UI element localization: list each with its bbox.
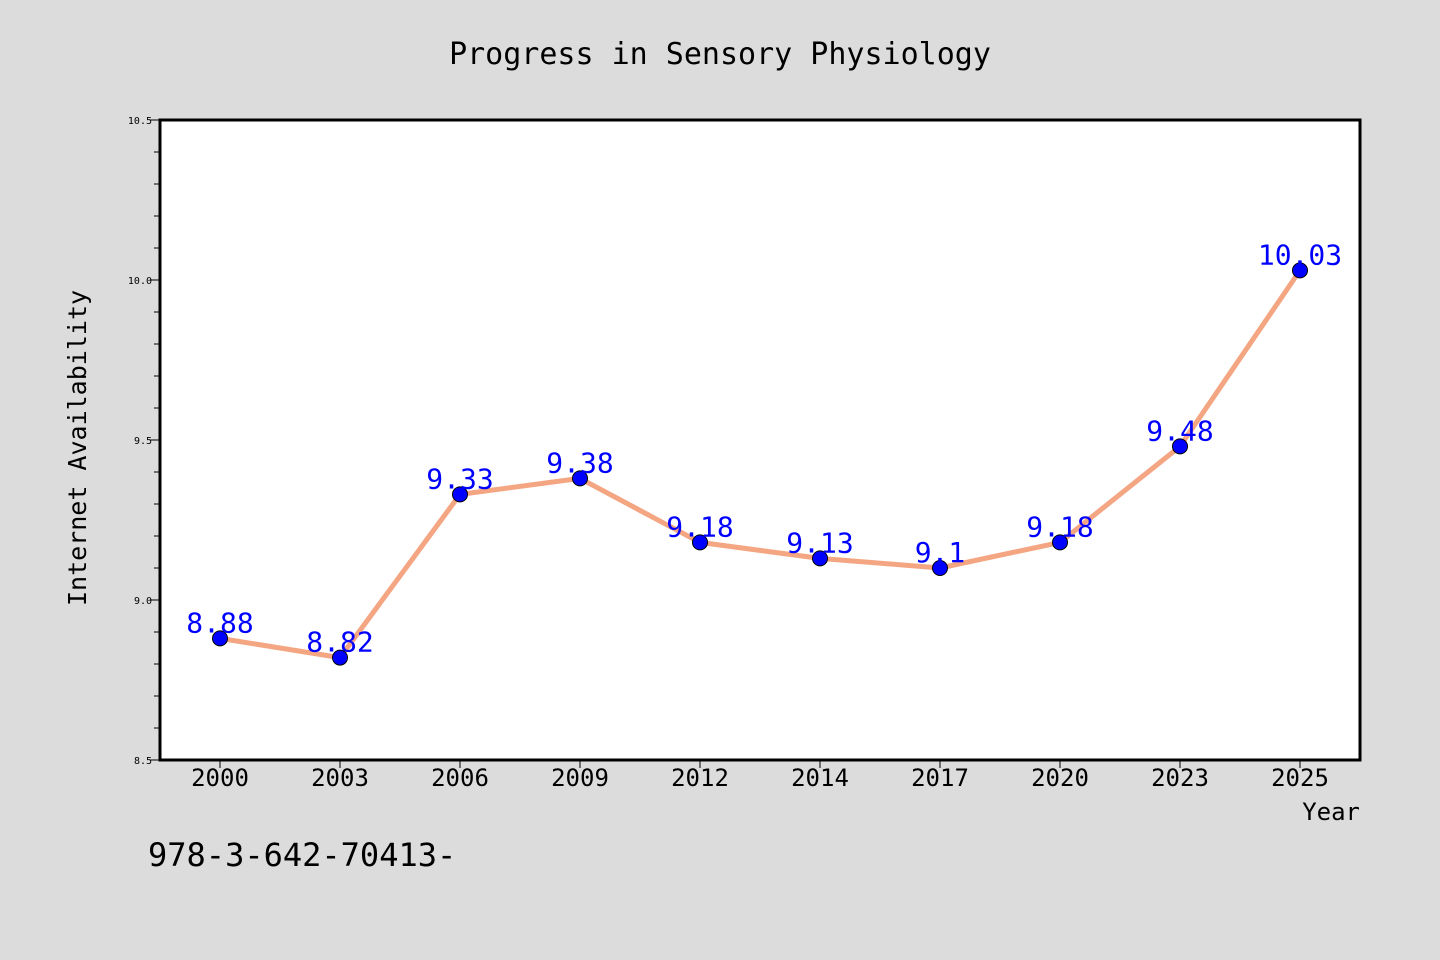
y-tick-label: 10.0	[128, 276, 152, 287]
data-point	[1172, 438, 1188, 455]
y-tick-label: 9.5	[134, 436, 152, 447]
data-label: 9.13	[786, 526, 853, 559]
data-label: 8.82	[306, 626, 373, 659]
footer-text: 978-3-642-70413-	[148, 836, 456, 874]
data-label: 9.48	[1146, 414, 1213, 447]
data-point	[812, 550, 828, 567]
data-point	[212, 630, 228, 647]
data-point	[932, 560, 948, 576]
data-point	[452, 486, 468, 503]
x-tick-label: 2023	[1151, 764, 1209, 792]
data-point	[1052, 534, 1068, 551]
data-label: 9.33	[426, 462, 493, 495]
data-point	[332, 649, 348, 666]
x-tick-label: 2003	[311, 764, 369, 792]
y-tick-label: 8.5	[134, 756, 152, 767]
chart-title: Progress in Sensory Physiology	[449, 37, 991, 72]
x-tick-label: 2025	[1271, 764, 1329, 792]
series-line	[217, 267, 1303, 661]
data-label: 9.38	[546, 446, 613, 479]
y-tick-label: 10.5	[128, 116, 152, 127]
plot-frame	[158, 118, 1362, 762]
x-tick-label: 2009	[551, 764, 609, 792]
data-label: 9.18	[666, 510, 733, 543]
data-label: 8.88	[186, 606, 253, 639]
x-tick-label: 2020	[1031, 764, 1089, 792]
data-label: 9.18	[1026, 510, 1093, 543]
data-label: 9.1	[915, 536, 966, 569]
x-tick-label: 2017	[911, 764, 969, 792]
data-point	[1292, 262, 1308, 279]
data-point	[572, 470, 588, 487]
plot-area	[160, 120, 1360, 760]
data-label: 10.03	[1258, 238, 1342, 271]
series-group: 8.88 8.82 9.33 9.38 9.18 9.13 9.1 9.18 9.48 10.03	[186, 238, 1342, 666]
axis-ticks: 8.5 9.0 9.5 10.0 10.5 2000 2003 2006 2009 2012 201…	[128, 116, 1329, 792]
data-point	[692, 534, 708, 551]
x-axis-label: Year	[1302, 798, 1360, 826]
y-tick-label: 9.0	[134, 596, 152, 607]
x-tick-label: 2006	[431, 764, 489, 792]
y-axis-label: Internet Availability	[63, 290, 92, 606]
x-tick-label: 2012	[671, 764, 729, 792]
x-tick-label: 2014	[791, 764, 849, 792]
x-tick-label: 2000	[191, 764, 249, 792]
